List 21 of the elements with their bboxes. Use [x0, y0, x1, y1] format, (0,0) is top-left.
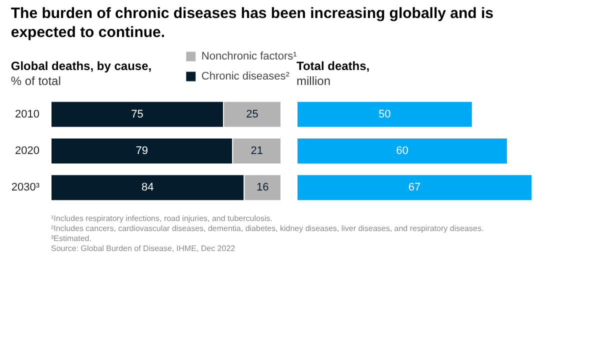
data-label: 25 — [246, 108, 258, 120]
data-label: 50 — [378, 108, 391, 120]
legend-label: Chronic diseases² — [201, 70, 290, 82]
text: ²Includes cancers, cardiovascular diseases, dementia, diabetes, kidney diseases, liver diseases, and respiratory diseases. — [51, 224, 484, 233]
y-tick-label: 2020 — [15, 145, 40, 157]
y-tick-label: 2010 — [15, 108, 40, 120]
data-label: 79 — [136, 145, 148, 157]
data-label: 75 — [131, 108, 144, 120]
data-label: 16 — [256, 182, 269, 194]
text: ¹Includes respiratory infections, road injuries, and tuberculosis. — [51, 214, 272, 223]
chart-subtitle: Total deaths, million — [296, 59, 370, 88]
data-label: 21 — [250, 145, 263, 157]
legend-label: Nonchronic factors¹ — [201, 50, 298, 62]
text: ³Estimated. — [51, 234, 92, 243]
source-note: Source: Global Burden of Disease, IHME, Dec 2022 — [51, 244, 236, 253]
chart-subtitle: Global deaths, by cause, % of total — [10, 59, 152, 88]
chart-title: The burden of chronic diseases has been increasing globally and is expected to continue. — [10, 5, 494, 41]
y-tick-label: 2030³ — [11, 182, 40, 194]
data-label: 67 — [408, 182, 421, 194]
data-label: 60 — [396, 145, 408, 157]
data-label: 84 — [141, 182, 154, 194]
